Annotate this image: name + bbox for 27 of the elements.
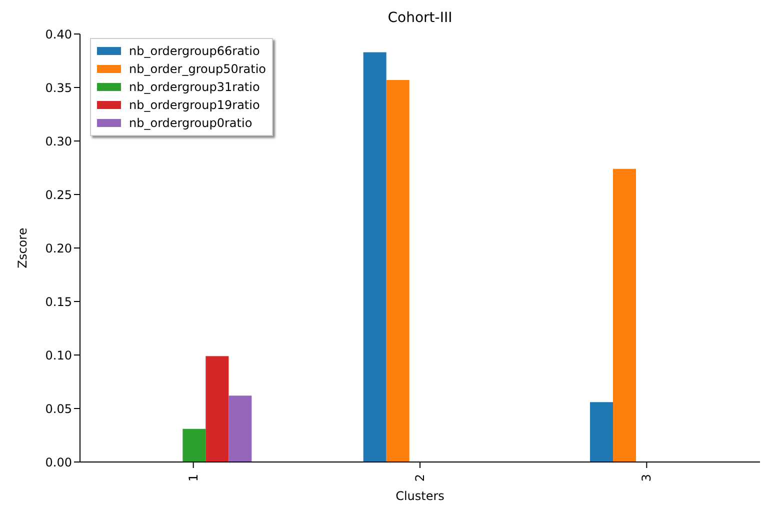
y-tick-label: 0.25 <box>45 188 72 202</box>
x-tick-label: 3 <box>640 474 654 482</box>
bar <box>363 52 386 462</box>
y-tick-label: 0.35 <box>45 80 72 95</box>
y-axis-title: Zscore <box>15 228 30 268</box>
legend-label: nb_order_group50ratio <box>129 61 266 78</box>
bar <box>386 80 410 462</box>
legend-label: nb_ordergroup19ratio <box>129 97 260 114</box>
bar <box>613 168 636 462</box>
y-tick-label: 0.40 <box>45 27 72 42</box>
legend-label: nb_ordergroup66ratio <box>129 43 260 60</box>
x-tick-label: 1 <box>186 474 200 482</box>
y-tick-label: 0.10 <box>45 348 72 362</box>
bar <box>182 428 206 462</box>
bar <box>590 402 613 462</box>
chart-title: Cohort-III <box>388 10 452 26</box>
y-tick-label: 0.30 <box>45 134 72 148</box>
legend-label: nb_ordergroup0ratio <box>129 115 252 132</box>
y-tick-label: 0.00 <box>45 455 72 470</box>
legend-label: nb_ordergroup31ratio <box>129 79 260 96</box>
y-tick-label: 0.20 <box>45 241 72 256</box>
x-tick-label: 2 <box>413 474 427 482</box>
y-tick-label: 0.05 <box>45 402 72 416</box>
y-tick-label: 0.15 <box>45 294 72 309</box>
x-axis-title: Clusters <box>396 489 444 503</box>
bar <box>206 356 229 462</box>
bar <box>228 396 252 462</box>
